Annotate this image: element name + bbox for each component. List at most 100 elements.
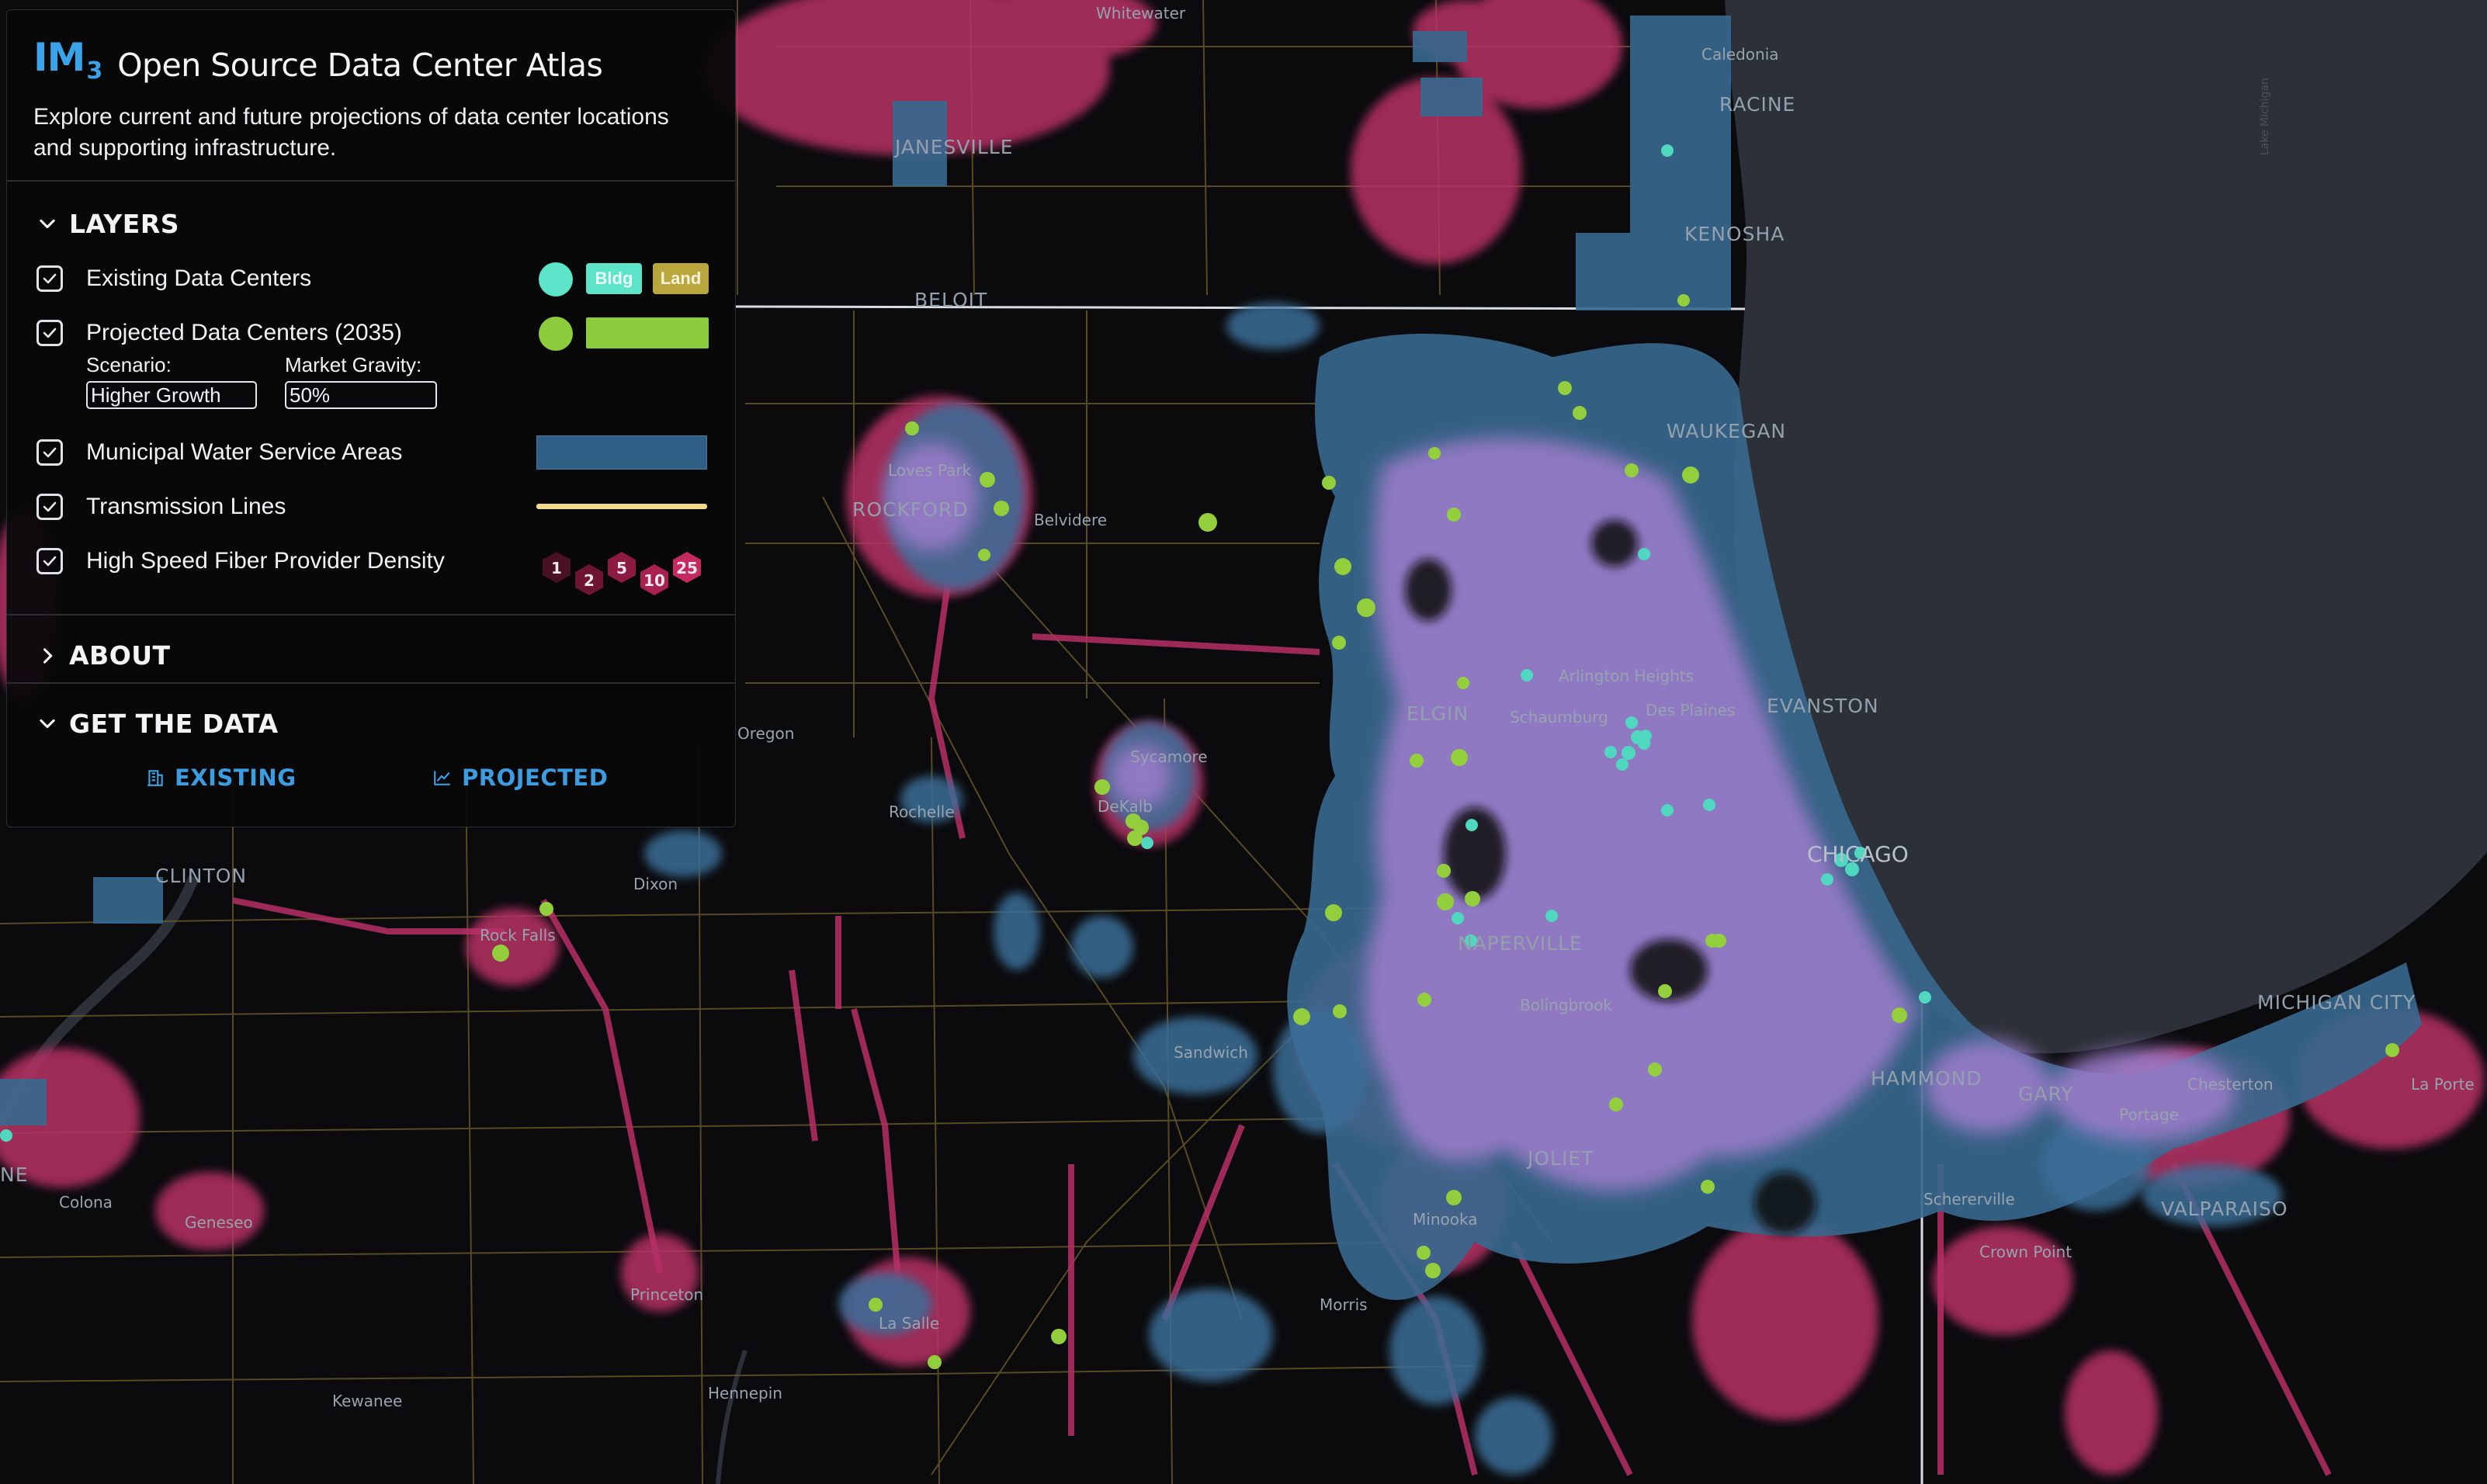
check-icon	[43, 556, 57, 567]
existing-checkbox[interactable]	[36, 265, 63, 292]
chevron-right-icon	[43, 647, 53, 664]
city-label: WAUKEGAN	[1667, 420, 1786, 442]
transmission-swatch	[536, 504, 707, 509]
chevron-down-icon	[40, 219, 55, 228]
city-label: ELGIN	[1407, 702, 1469, 725]
existing-dot-legend	[539, 262, 573, 296]
city-label: HAMMOND	[1871, 1067, 1982, 1090]
existing-data-button[interactable]: EXISTING	[145, 765, 297, 791]
layers-heading: LAYERS	[69, 209, 180, 239]
city-label: KENOSHA	[1684, 223, 1785, 245]
city-label: Kewanee	[332, 1392, 402, 1410]
city-label: EVANSTON	[1767, 695, 1879, 717]
city-label: Sandwich	[1174, 1043, 1248, 1062]
city-label: CHICAGO	[1807, 841, 1909, 867]
layer-existing-data-centers[interactable]: Existing Data Centers	[36, 260, 720, 297]
app-description: Explore current and future projections o…	[33, 104, 669, 161]
logo-text: IM	[33, 35, 85, 80]
check-icon	[43, 328, 57, 338]
layer-transmission-lines[interactable]: Transmission Lines	[36, 488, 720, 525]
city-label: DeKalb	[1098, 797, 1153, 816]
scenario-select[interactable]: Higher Growth	[86, 381, 257, 409]
chart-line-icon	[434, 771, 450, 785]
city-label: Colona	[59, 1193, 113, 1212]
water-service-scatter	[644, 303, 2282, 1475]
city-label: Crown Point	[1979, 1243, 2072, 1261]
water-checkbox[interactable]	[36, 439, 63, 466]
fiber-legend-value: 25	[676, 559, 698, 577]
chevron-down-icon	[40, 719, 55, 728]
city-label: ROCKFORD	[852, 498, 969, 521]
layer-label: Existing Data Centers	[86, 265, 312, 291]
urban-gaps	[1405, 520, 1816, 1234]
logo-subscript: 3	[86, 57, 102, 85]
divider	[7, 180, 735, 182]
building-icon	[147, 770, 163, 786]
check-icon	[43, 447, 57, 458]
existing-data-label: EXISTING	[175, 765, 297, 791]
fiber-legend-value: 10	[643, 571, 665, 590]
city-label: CLINTON	[155, 865, 247, 887]
divider	[7, 682, 735, 684]
projected-data-centers[interactable]	[492, 294, 2399, 1369]
projected-swatch	[586, 317, 709, 348]
city-label: Arlington Heights	[1559, 667, 1694, 685]
check-icon	[43, 501, 57, 512]
layer-label: Projected Data Centers (2035)	[86, 320, 402, 345]
brand: IM3 Open Source Data Center Atlas	[33, 35, 603, 85]
lake-label: Lake Michigan	[2259, 78, 2271, 155]
city-label: NE	[0, 1163, 29, 1186]
layer-label: High Speed Fiber Provider Density	[86, 548, 445, 574]
projected-checkbox[interactable]	[36, 320, 63, 346]
city-label: Geneseo	[185, 1213, 253, 1232]
river	[716, 1350, 747, 1484]
get-data-section-toggle[interactable]: GET THE DATA	[36, 709, 279, 739]
city-label: Minooka	[1413, 1210, 1477, 1229]
city-label: NAPERVILLE	[1458, 932, 1583, 955]
city-label: Princeton	[630, 1285, 703, 1304]
control-panel: IM3 Open Source Data Center Atlas Explor…	[6, 9, 736, 827]
land-legend-tag: Land	[653, 263, 709, 294]
fiber-density-legend: 1 2 5 10 25	[543, 552, 701, 595]
city-label: Oregon	[737, 724, 794, 743]
layer-projected-data-centers[interactable]: Projected Data Centers (2035)	[36, 314, 720, 352]
check-icon	[43, 273, 57, 284]
city-label: Bolingbrook	[1520, 996, 1612, 1014]
city-label: Des Plaines	[1646, 701, 1735, 719]
layer-label: Municipal Water Service Areas	[86, 439, 403, 465]
layers-section-toggle[interactable]: LAYERS	[36, 209, 179, 239]
lake-michigan	[1725, 0, 2487, 1054]
fiber-legend-value: 1	[551, 559, 562, 577]
fiber-checkbox[interactable]	[36, 548, 63, 574]
city-label: Schererville	[1923, 1190, 2015, 1208]
city-label: JANESVILLE	[893, 136, 1014, 158]
urban-overlap-layer	[885, 437, 2236, 1191]
city-labels: Whitewater Caledonia RACINE JANESVILLE K…	[0, 4, 2475, 1410]
about-section-toggle[interactable]: ABOUT	[36, 640, 171, 671]
layer-label: Transmission Lines	[86, 494, 286, 519]
city-label: JOLIET	[1526, 1147, 1594, 1170]
city-label: Sycamore	[1130, 747, 1208, 766]
layer-fiber-density[interactable]: High Speed Fiber Provider Density	[36, 543, 720, 580]
city-label: Dixon	[633, 875, 678, 893]
city-label: RACINE	[1719, 93, 1795, 116]
about-heading: ABOUT	[69, 640, 171, 671]
bldg-legend-tag: Bldg	[586, 263, 642, 294]
divider	[7, 614, 735, 615]
city-label: MICHIGAN CITY	[2257, 991, 2416, 1014]
city-label: La Porte	[2411, 1075, 2475, 1094]
scenario-label: Scenario:	[86, 353, 172, 376]
transmission-checkbox[interactable]	[36, 494, 63, 520]
existing-data-centers[interactable]	[0, 144, 1931, 1142]
city-label: Rock Falls	[480, 926, 556, 945]
fiber-legend-value: 2	[584, 571, 595, 590]
layer-water-service[interactable]: Municipal Water Service Areas	[36, 434, 720, 471]
water-swatch	[536, 435, 707, 470]
city-label: VALPARAISO	[2161, 1198, 2288, 1220]
market-gravity-select[interactable]: 50%	[285, 381, 437, 409]
city-label: Belvidere	[1034, 511, 1107, 529]
city-label: Loves Park	[888, 461, 972, 480]
projected-data-button[interactable]: PROJECTED	[432, 765, 608, 791]
city-label: Hennepin	[708, 1384, 782, 1403]
